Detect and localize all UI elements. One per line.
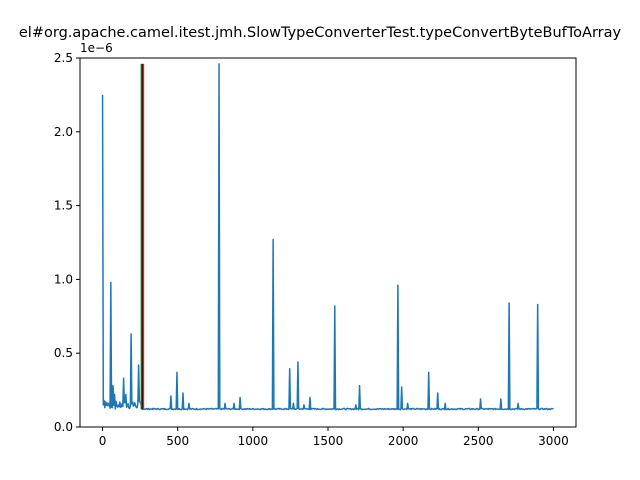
x-tick-label: 500 [166, 434, 189, 448]
y-tick-label: 1.5 [54, 199, 73, 213]
x-tick-label: 3000 [538, 434, 569, 448]
y-tick-label: 1.0 [54, 272, 73, 286]
x-tick-label: 2500 [463, 434, 494, 448]
y-tick-label: 0.5 [54, 346, 73, 360]
plot-background [80, 58, 576, 427]
x-tick-label: 0 [99, 434, 107, 448]
chart-marks [101, 63, 554, 411]
plot-area [80, 58, 576, 427]
chart-title: el#org.apache.camel.itest.jmh.SlowTypeCo… [19, 25, 622, 41]
y-offset-label: 1e−6 [80, 41, 113, 55]
y-tick-label: 2.5 [54, 51, 73, 65]
y-tick-label: 0.0 [54, 420, 73, 434]
x-tick-label: 1500 [313, 434, 344, 448]
axes: 0 500 1000 1500 2000 2500 3000 0.0 0.5 1.0 1.5 2.0 2… [54, 51, 577, 448]
x-tick-label: 1000 [238, 434, 269, 448]
series-line [101, 63, 554, 411]
y-tick-label: 2.0 [54, 125, 73, 139]
x-tick-label: 2000 [388, 434, 419, 448]
